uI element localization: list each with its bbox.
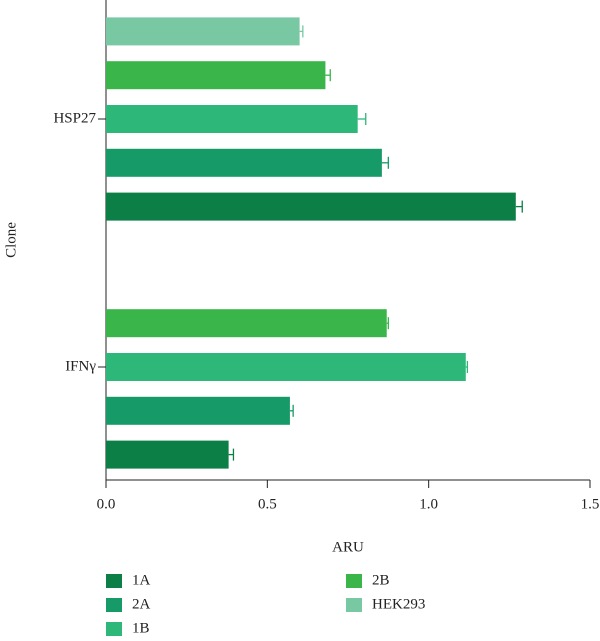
x-tick-label: 1.0 [419, 496, 438, 512]
bar [106, 440, 229, 469]
error-bar [228, 448, 235, 461]
error-bar [289, 404, 294, 417]
legend-label: HEK293 [372, 596, 425, 612]
bar [106, 396, 290, 425]
x-tick-label: 0.0 [97, 496, 116, 512]
legend-swatch [106, 574, 122, 588]
legend-label: 2B [372, 572, 390, 588]
error-bar [381, 156, 389, 169]
legend-label: 1B [132, 620, 150, 636]
bar [106, 148, 382, 177]
legend-label: 2A [132, 596, 151, 612]
bar [106, 353, 466, 381]
error-bar [299, 25, 304, 38]
x-axis-label: ARU [332, 539, 364, 555]
error-bar [325, 69, 331, 82]
bar [106, 61, 326, 90]
bar [106, 105, 358, 133]
y-axis-label: Clone [3, 222, 19, 258]
y-tick-label: HSP27 [53, 110, 96, 126]
bar [106, 309, 387, 338]
error-bar [357, 113, 367, 125]
error-bar [465, 361, 469, 373]
legend-label: 1A [132, 572, 151, 588]
x-tick-label: 1.5 [581, 496, 600, 512]
legend-swatch [106, 598, 122, 612]
legend-swatch [346, 598, 362, 612]
x-tick-label: 0.5 [258, 496, 277, 512]
bar [106, 192, 516, 221]
legend-swatch [106, 622, 122, 636]
legend-swatch [346, 574, 362, 588]
error-bar [386, 317, 389, 330]
y-tick-label: IFNγ [65, 358, 96, 374]
bar [106, 17, 300, 46]
error-bar [515, 200, 523, 213]
